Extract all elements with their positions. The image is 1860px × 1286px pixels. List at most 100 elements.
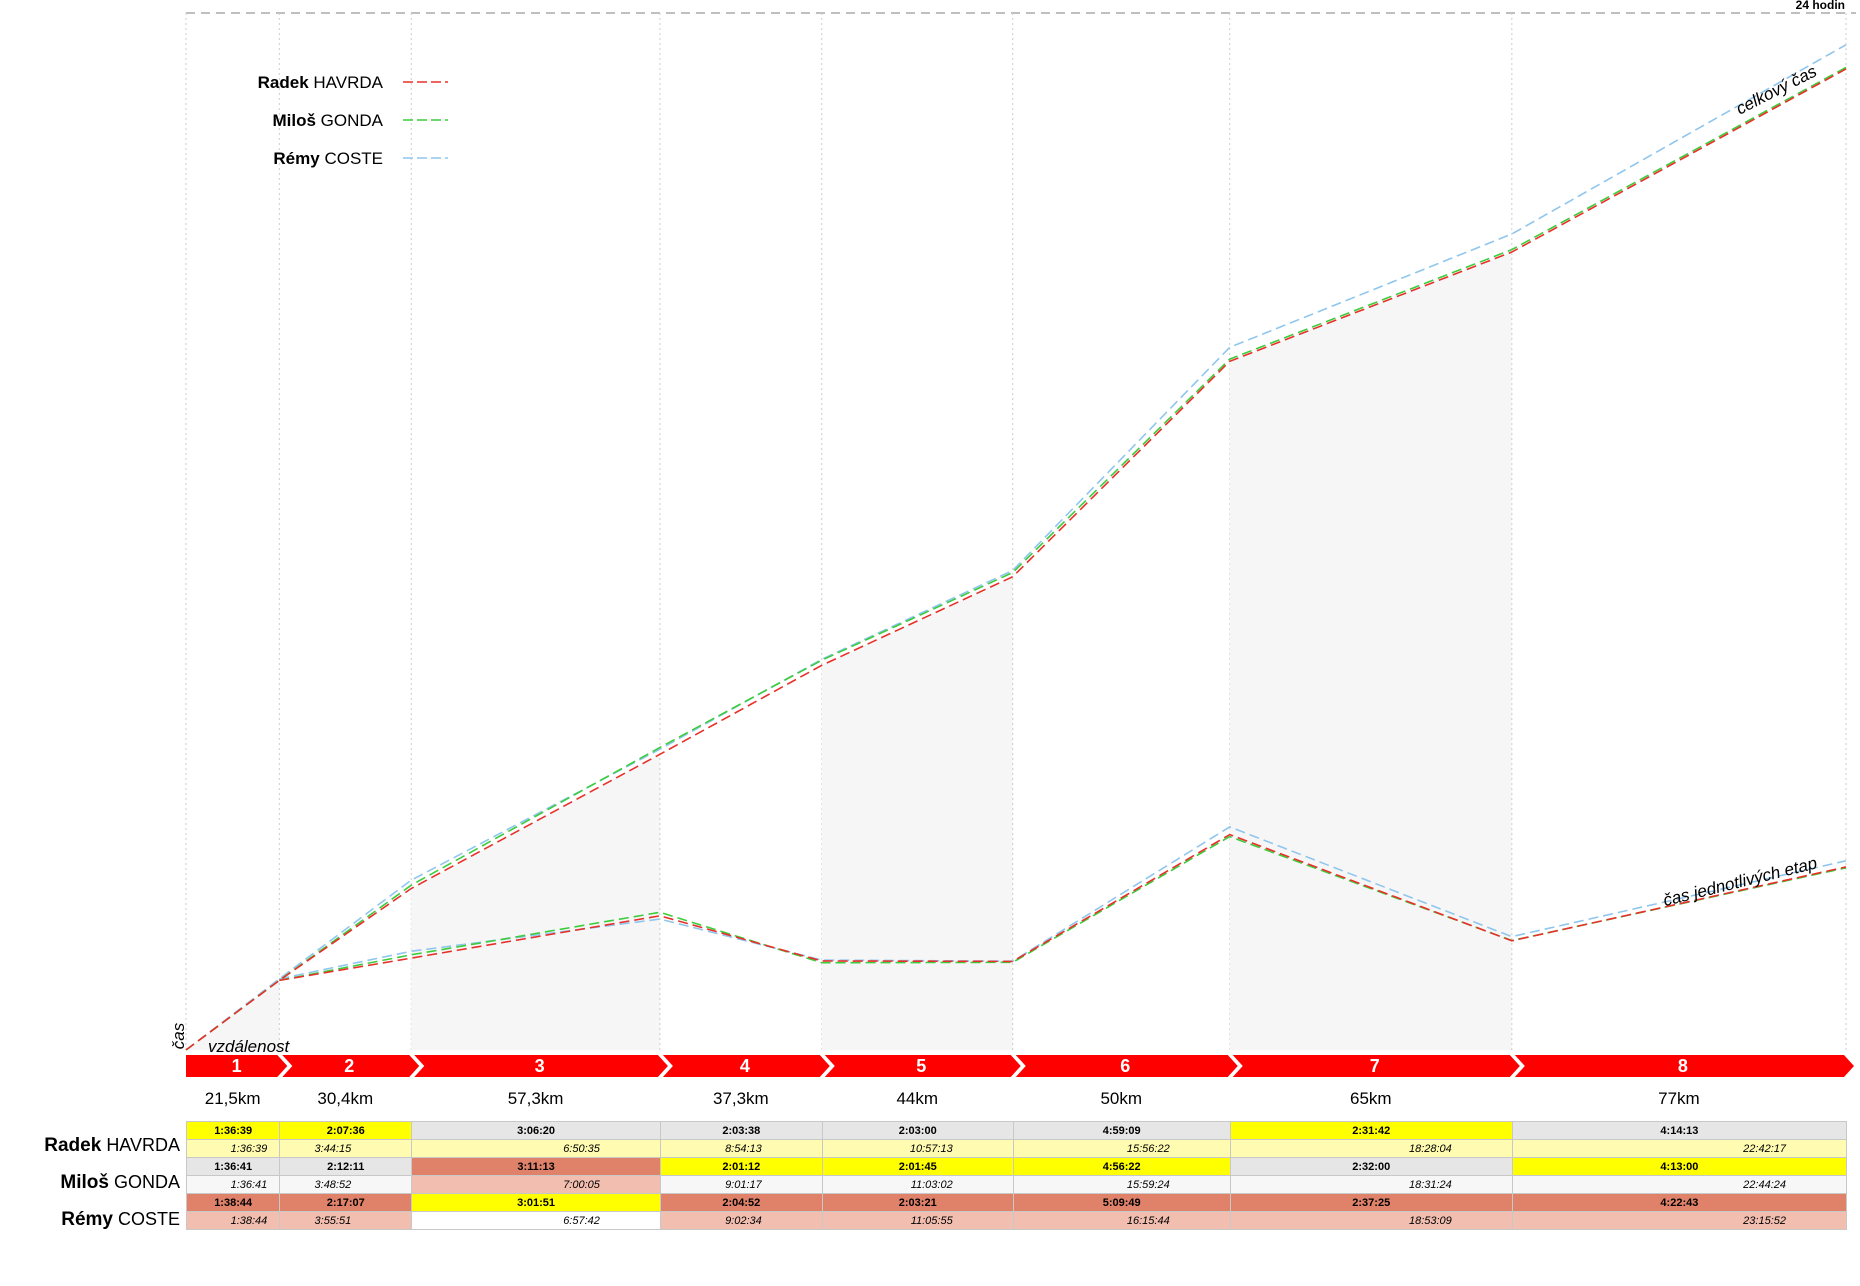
cumulative-time-cell: 22:42:17 [1511,1139,1848,1158]
stage-time-cell: 2:03:38 [659,1121,823,1140]
stage-time-cell: 2:01:45 [821,1157,1014,1176]
cumulative-line [185,44,1847,1051]
runner-last-name: COSTE [117,1209,180,1229]
stage-number: 2 [344,1056,354,1076]
stage-time-cell: 1:36:41 [185,1157,281,1176]
runner-name-1: Radek HAVRDA [0,1135,180,1157]
cumulative-label: celkový čas [1733,61,1820,118]
stage-time-cell: 4:59:09 [1012,1121,1231,1140]
x-axis-label: vzdálenost [208,1037,291,1056]
stage-shade [411,754,660,1050]
stage-distance: 50km [1100,1089,1142,1108]
stage-chevron [824,1055,1021,1077]
cumulative-time-cell: 6:57:42 [411,1211,661,1230]
stage-time-cell: 2:04:52 [659,1193,823,1212]
cumulative-time-cell: 1:36:41 [185,1175,281,1194]
stage-chevron [186,1055,288,1077]
stage-number: 8 [1678,1056,1688,1076]
cumulative-time-cell: 16:15:44 [1012,1211,1231,1230]
stage-distance: 44km [896,1089,938,1108]
legend-label: Rémy COSTE [273,149,383,168]
runner-last-name: GONDA [113,1172,180,1192]
cumulative-time-cell: 23:15:52 [1511,1211,1848,1230]
cumulative-time-cell: 11:05:55 [821,1211,1014,1230]
runner-last-name: HAVRDA [106,1135,180,1155]
stage-chevron [282,1055,420,1077]
results-table: 1:36:39 2:07:36 3:06:20 2:03:38 2:03:00 4:59:… [185,1121,1848,1230]
stage-time-row: 1:36:41 2:12:11 3:11:13 2:01:12 2:01:45 4:56:… [185,1157,1848,1176]
stage-chevron [1514,1055,1854,1077]
race-chart: 1 21,5km 2 30,4km 3 57,3km 4 37,3km 5 44km 6 50km 7 6… [169,0,1856,1108]
cumulative-time-cell: 18:31:24 [1229,1175,1513,1194]
stage-time-cell: 2:01:12 [659,1157,823,1176]
stage-shade [1229,252,1512,1051]
stage-time-cell: 1:38:44 [185,1193,281,1212]
stage-distance: 65km [1350,1089,1392,1108]
cumulative-time-cell: 1:36:39 [185,1139,281,1158]
cumulative-time-cell: 9:02:34 [659,1211,823,1230]
stage-time-row: 1:36:39 2:07:36 3:06:20 2:03:38 2:03:00 4:59:… [185,1121,1848,1140]
stage-time-cell: 2:03:00 [821,1121,1014,1140]
cumulative-time-cell: 9:01:17 [659,1175,823,1194]
stage-time-cell: 3:06:20 [411,1121,661,1140]
legend-label: Radek HAVRDA [258,73,384,92]
stage-time-cell: 4:22:43 [1511,1193,1848,1212]
stage-time-cell: 2:17:07 [279,1193,413,1212]
cumulative-time-row: 1:36:41 3:48:52 7:00:05 9:01:17 11:03:02 15:5… [185,1175,1848,1194]
cumulative-time-row: 1:38:44 3:55:51 6:57:42 9:02:34 11:05:55 16:1… [185,1211,1848,1230]
cumulative-line [185,66,1847,1051]
stage-number: 1 [232,1056,242,1076]
stage-time-cell: 4:14:13 [1511,1121,1848,1140]
legend-label: Miloš GONDA [272,111,383,130]
stage-number: 7 [1370,1056,1380,1076]
cumulative-time-cell: 22:44:24 [1511,1175,1848,1194]
cumulative-time-row: 1:36:39 3:44:15 6:50:35 8:54:13 10:57:13 15:5… [185,1139,1848,1158]
runner-first-name: Rémy [61,1209,113,1230]
stage-time-cell: 2:03:21 [821,1193,1014,1212]
runner-name-3: Rémy COSTE [0,1209,180,1231]
stage-chevron [414,1055,668,1077]
cumulative-time-cell: 3:44:15 [279,1139,413,1158]
stage-time-cell: 5:09:49 [1012,1193,1231,1212]
stage-time-row: 1:38:44 2:17:07 3:01:51 2:04:52 2:03:21 5:09:… [185,1193,1848,1212]
stage-line [279,833,1847,982]
stage-time-label: čas jednotlivých etap [1661,853,1819,910]
stage-number: 5 [916,1056,926,1076]
cumulative-time-cell: 15:59:24 [1012,1175,1231,1194]
cumulative-time-cell: 18:28:04 [1229,1139,1513,1158]
stage-time-cell: 2:32:00 [1229,1157,1513,1176]
stage-time-cell: 4:56:22 [1012,1157,1231,1176]
cumulative-time-cell: 8:54:13 [659,1139,823,1158]
stage-distance: 30,4km [317,1089,373,1108]
runner-name-2: Miloš GONDA [0,1172,180,1194]
stage-number: 3 [535,1056,545,1076]
cumulative-time-cell: 11:03:02 [821,1175,1014,1194]
stage-time-cell: 1:36:39 [185,1121,281,1140]
stage-chevron [1015,1055,1238,1077]
y-axis-label: čas [169,1022,188,1049]
top-label: 24 hodin [1796,0,1845,12]
stage-time-cell: 3:01:51 [411,1193,661,1212]
runner-first-name: Radek [44,1135,102,1156]
stage-distance: 77km [1658,1089,1700,1108]
stage-distance: 21,5km [205,1089,261,1108]
stage-time-cell: 2:31:42 [1229,1121,1513,1140]
cumulative-time-cell: 18:53:09 [1229,1211,1513,1230]
stage-distance: 57,3km [508,1089,564,1108]
stage-time-cell: 3:11:13 [411,1157,661,1176]
stage-time-cell: 4:13:00 [1511,1157,1848,1176]
stage-time-cell: 2:12:11 [279,1157,413,1176]
runner-first-name: Miloš [60,1172,109,1193]
stage-shade [186,980,280,1050]
stage-number: 4 [740,1056,750,1076]
cumulative-time-cell: 6:50:35 [411,1139,661,1158]
cumulative-time-cell: 1:38:44 [185,1211,281,1230]
stage-number: 6 [1120,1056,1130,1076]
cumulative-time-cell: 7:00:05 [411,1175,661,1194]
stage-chevron [662,1055,830,1077]
stage-shade [821,576,1013,1050]
cumulative-time-cell: 15:56:22 [1012,1139,1231,1158]
cumulative-time-cell: 10:57:13 [821,1139,1014,1158]
stage-chevron [1232,1055,1520,1077]
cumulative-line [185,68,1847,1051]
